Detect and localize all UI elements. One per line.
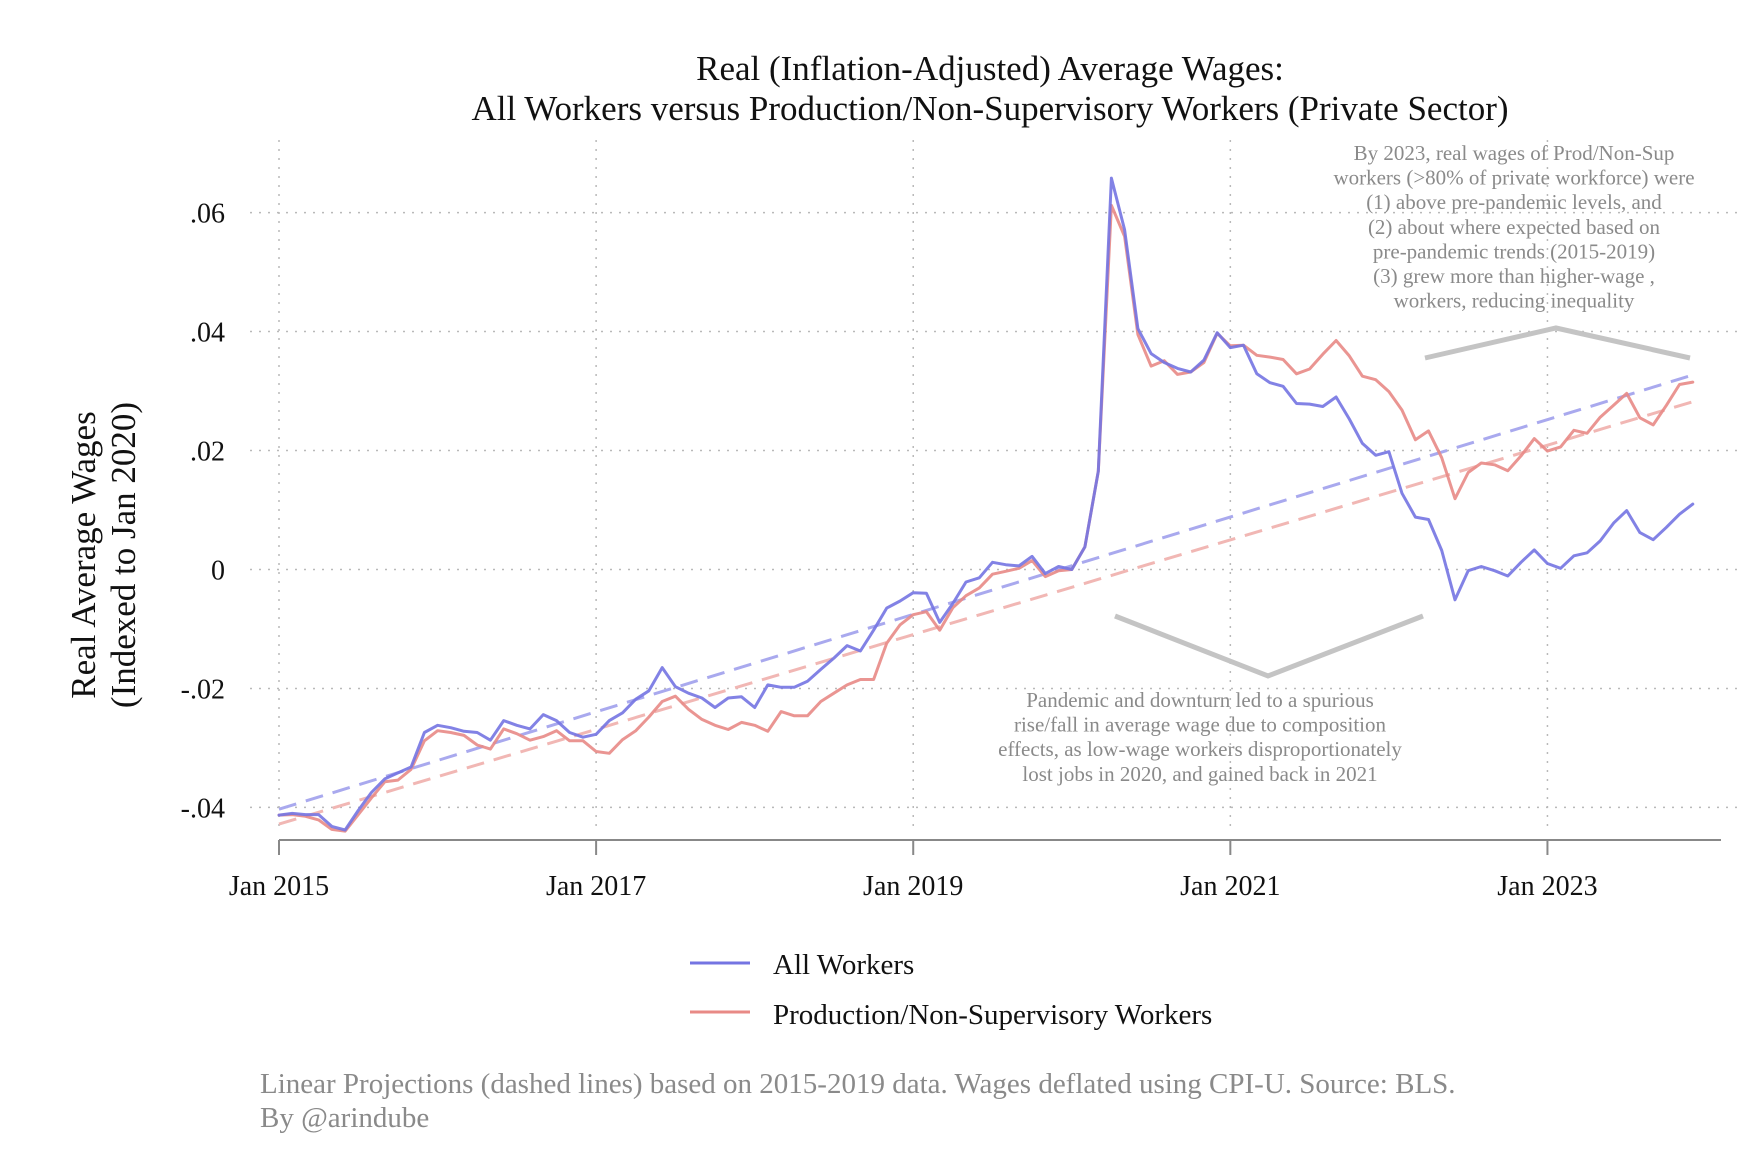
annotation-2-line: Pandemic and downturn led to a spurious	[1026, 688, 1374, 712]
caption-line-1: Linear Projections (dashed lines) based …	[260, 1068, 1456, 1100]
y-tick-label: -.02	[181, 674, 225, 705]
series-line-production-non-supervisory-workers	[277, 203, 1695, 833]
annotation-2-line: lost jobs in 2020, and gained back in 20…	[1022, 762, 1377, 786]
legend: All Workers Production/Non-Supervisory W…	[690, 949, 1212, 1031]
bracket-top	[1424, 325, 1691, 361]
x-tick-label: Jan 2019	[863, 871, 963, 902]
annotation-1-line: pre-pandemic trends (2015-2019)	[1373, 239, 1655, 263]
x-tick-label: Jan 2017	[546, 871, 646, 902]
legend-label-all-workers: All Workers	[773, 949, 914, 981]
annotation-1-line: workers, reducing inequality	[1394, 289, 1635, 313]
y-tick-label: -.04	[181, 793, 225, 824]
caption-line-2: By @arindube	[260, 1102, 429, 1134]
x-tick-label: Jan 2023	[1497, 871, 1597, 902]
annotation-2-line: effects, as low-wage workers disproporti…	[998, 737, 1402, 761]
y-tick-label: 0	[211, 555, 225, 586]
annotation-1-line: By 2023, real wages of Prod/Non-Sup	[1354, 141, 1675, 165]
x-tick-label: Jan 2015	[229, 871, 329, 902]
chart-subtitle: All Workers versus Production/Non-Superv…	[471, 89, 1508, 128]
projection-lines	[278, 373, 1694, 826]
y-tick-label: .02	[190, 437, 225, 468]
projection-line-all-workers	[278, 373, 1694, 811]
y-tick-label: .06	[190, 199, 225, 230]
y-axis-label-secondary: (Indexed to Jan 2020)	[104, 402, 143, 708]
grid	[250, 140, 1740, 828]
annotation-1-line: (2) about where expected based on	[1368, 215, 1661, 239]
annotations: By 2023, real wages of Prod/Non-Supworke…	[998, 141, 1694, 786]
y-axis-label: Real Average Wages	[64, 411, 103, 698]
axes: .06 .04 .02 0 -.02 -.04 Jan 2015 Jan 2017 Jan 20…	[181, 199, 1721, 902]
x-tick-label: Jan 2021	[1180, 871, 1280, 902]
annotation-1-line: (1) above pre-pandemic levels, and	[1366, 190, 1662, 214]
series-line-all-workers	[277, 176, 1695, 832]
legend-label-production-workers: Production/Non-Supervisory Workers	[773, 999, 1212, 1031]
projection-line-production-non-supervisory-workers	[278, 400, 1694, 826]
bracket-bottom	[1114, 613, 1424, 679]
chart-title: Real (Inflation-Adjusted) Average Wages:	[696, 49, 1284, 88]
y-tick-label: .04	[190, 318, 225, 349]
annotation-1-line: workers (>80% of private workforce) were	[1333, 166, 1694, 190]
data-series	[277, 176, 1695, 833]
annotation-1-line: (3) grew more than higher-wage ,	[1373, 264, 1655, 288]
annotation-2-line: rise/fall in average wage due to composi…	[1014, 713, 1387, 737]
